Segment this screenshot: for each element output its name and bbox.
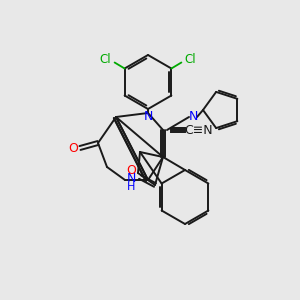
Text: C≡N: C≡N bbox=[185, 124, 213, 136]
Text: N: N bbox=[126, 172, 136, 184]
Text: Cl: Cl bbox=[184, 53, 196, 66]
Text: O: O bbox=[126, 164, 136, 178]
Text: Cl: Cl bbox=[100, 53, 111, 66]
Text: N: N bbox=[188, 110, 198, 124]
Text: N: N bbox=[143, 110, 153, 124]
Text: H: H bbox=[127, 182, 135, 192]
Text: O: O bbox=[68, 142, 78, 154]
